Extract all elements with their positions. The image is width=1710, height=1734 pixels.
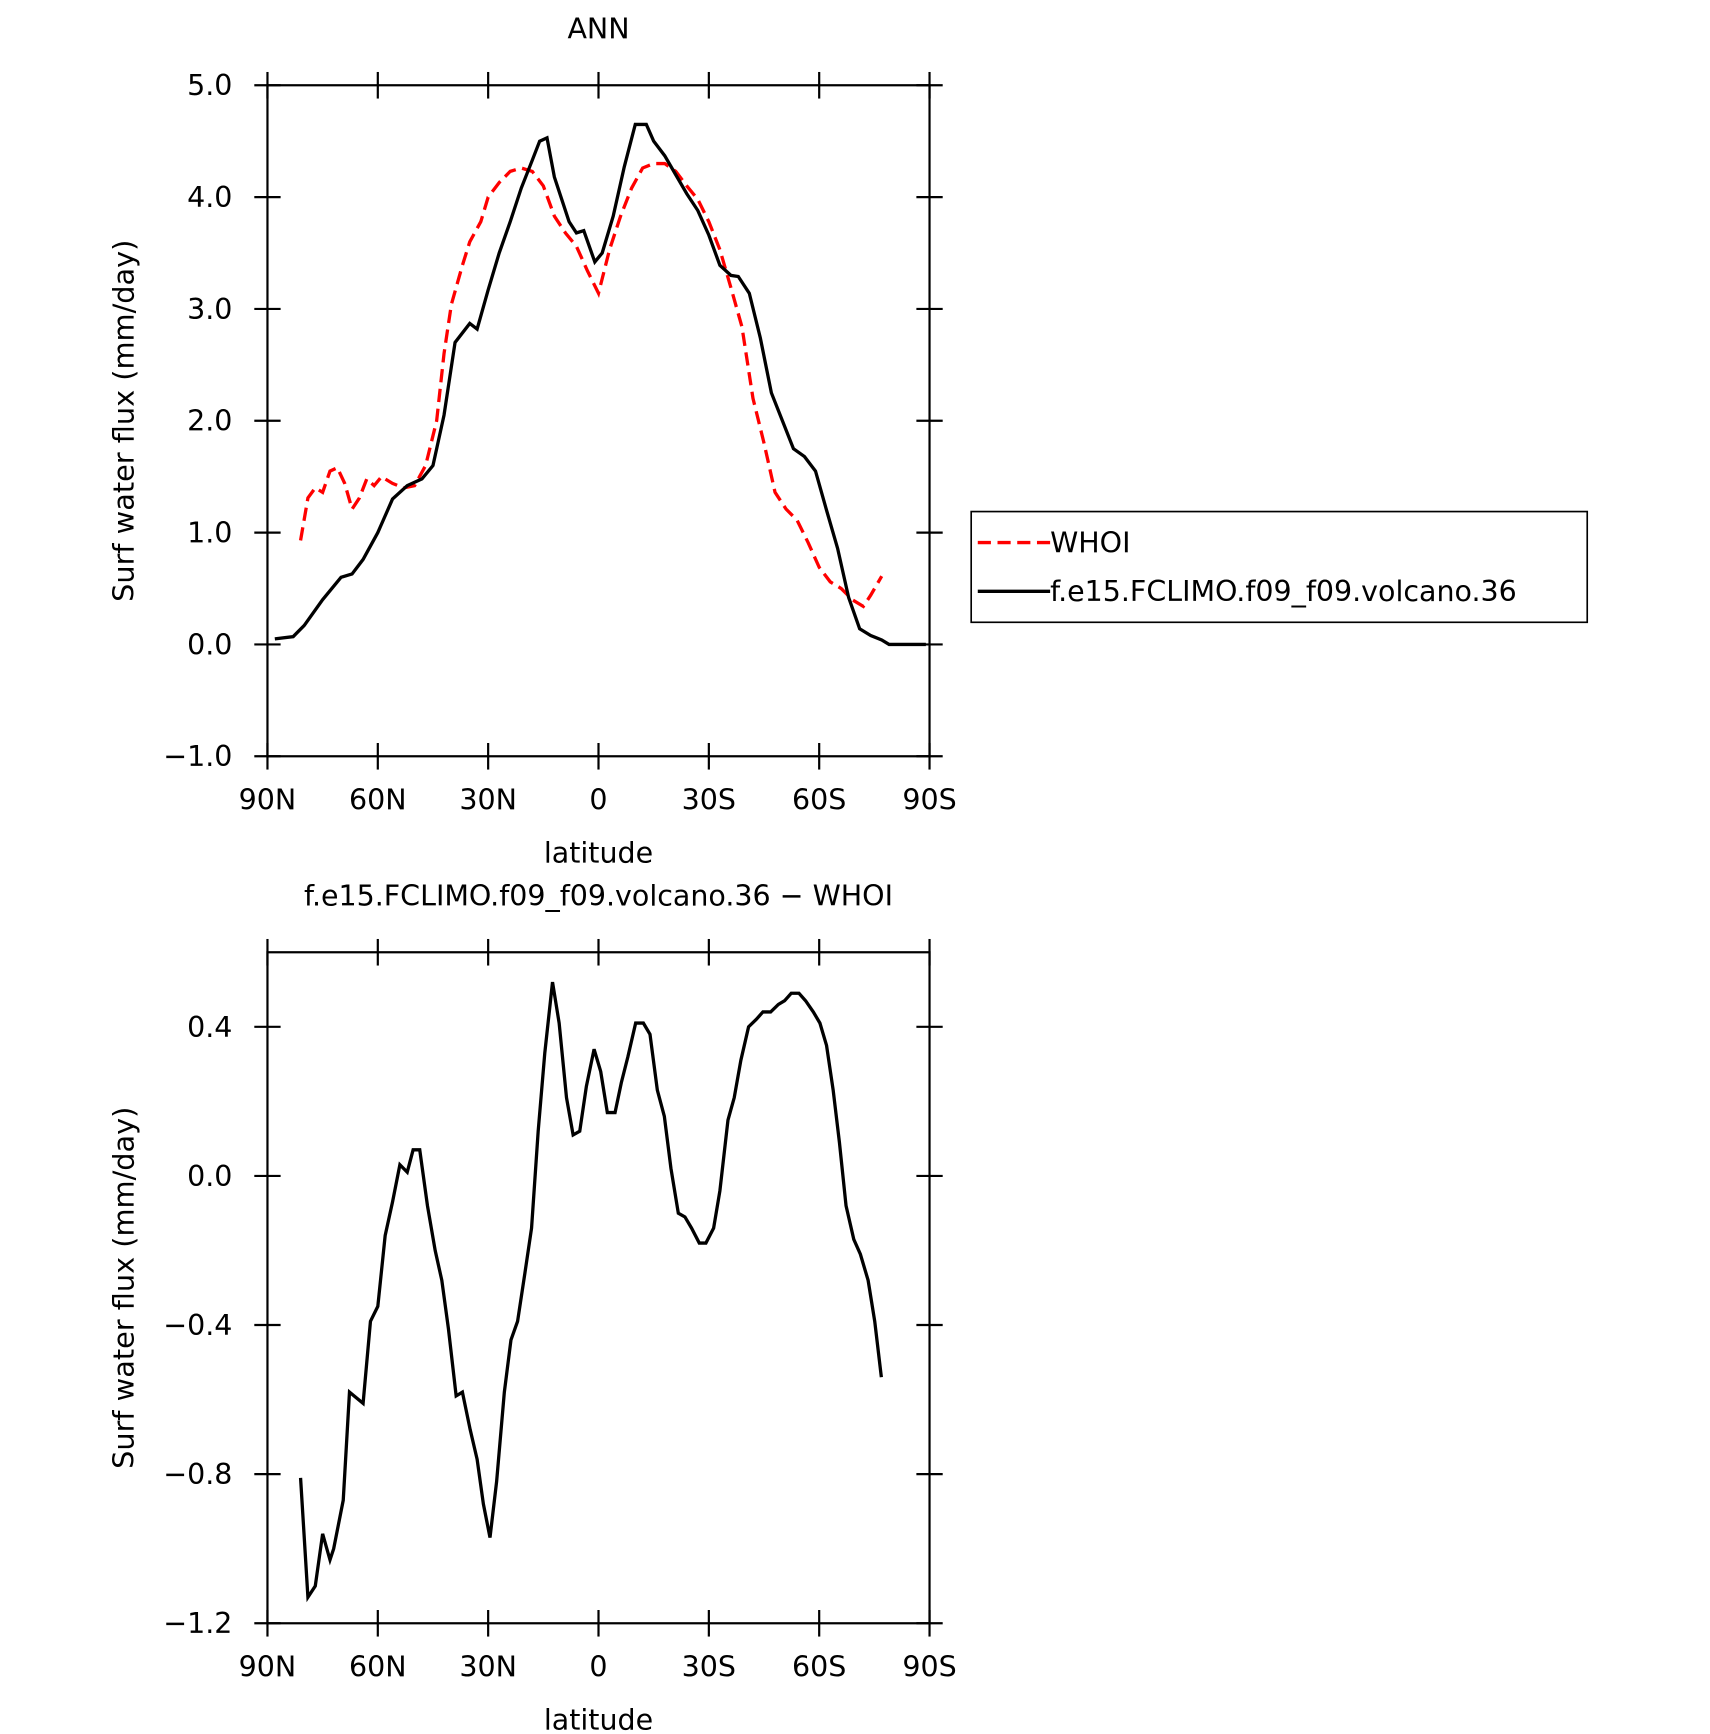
plot-frame bbox=[266, 951, 931, 1625]
y-axis-label: Surf water flux (mm/day) bbox=[107, 1107, 141, 1469]
x-tick-label: 30N bbox=[459, 782, 517, 816]
chart-title: f.e15.FCLIMO.f09_f09.volcano.36 − WHOI bbox=[304, 879, 893, 913]
x-axis-label: latitude bbox=[544, 1702, 653, 1734]
x-tick-label: 0 bbox=[589, 782, 607, 816]
y-tick-label: 5.0 bbox=[187, 68, 232, 102]
x-tick-label: 60N bbox=[349, 1649, 407, 1683]
x-tick-label: 60S bbox=[792, 782, 846, 816]
x-axis-label: latitude bbox=[544, 835, 653, 869]
legend-label: f.e15.FCLIMO.f09_f09.volcano.36 bbox=[1050, 574, 1517, 608]
legend-box bbox=[970, 510, 1589, 624]
plot-frame bbox=[266, 84, 931, 758]
y-tick-label: −1.0 bbox=[163, 739, 232, 773]
data-line bbox=[274, 122, 926, 647]
y-tick-label: 0.0 bbox=[187, 1159, 232, 1193]
y-tick-label: −0.4 bbox=[163, 1308, 232, 1342]
x-tick-label: 90S bbox=[902, 1649, 956, 1683]
x-tick-label: 60S bbox=[792, 1649, 846, 1683]
x-tick-label: 60N bbox=[349, 782, 407, 816]
data-line bbox=[298, 161, 884, 609]
legend-label: WHOI bbox=[1050, 525, 1130, 559]
x-tick-label: 90N bbox=[239, 1649, 297, 1683]
chart-title: ANN bbox=[567, 12, 629, 46]
y-tick-label: 0.0 bbox=[187, 627, 232, 661]
x-tick-label: 0 bbox=[589, 1649, 607, 1683]
x-tick-label: 30N bbox=[459, 1649, 517, 1683]
y-tick-label: −0.8 bbox=[163, 1457, 232, 1491]
y-tick-label: 3.0 bbox=[187, 292, 232, 326]
x-tick-label: 30S bbox=[682, 1649, 736, 1683]
data-line bbox=[298, 981, 883, 1603]
y-tick-label: 4.0 bbox=[187, 180, 232, 214]
x-tick-label: 30S bbox=[682, 782, 736, 816]
y-tick-label: 2.0 bbox=[187, 404, 232, 438]
y-tick-label: −1.2 bbox=[163, 1606, 232, 1640]
y-tick-label: 0.4 bbox=[187, 1010, 232, 1044]
x-tick-label: 90N bbox=[239, 782, 297, 816]
x-tick-label: 90S bbox=[902, 782, 956, 816]
y-axis-label: Surf water flux (mm/day) bbox=[107, 240, 141, 602]
y-tick-label: 1.0 bbox=[187, 515, 232, 549]
